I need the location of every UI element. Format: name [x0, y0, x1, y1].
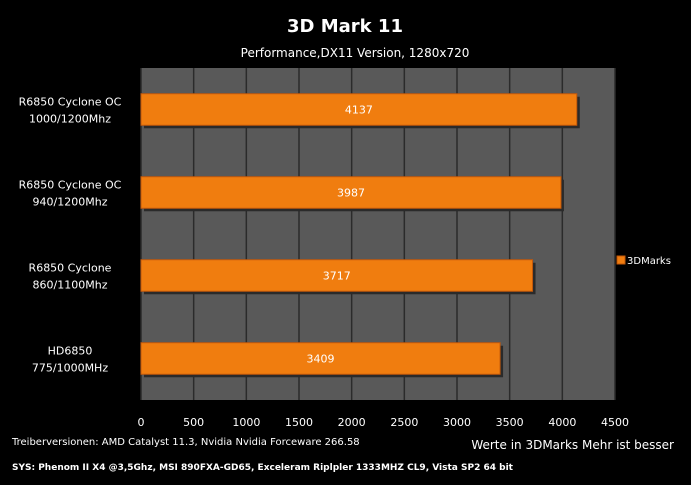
legend-label: 3DMarks: [627, 256, 671, 267]
x-axis-ticks: 0 500 1000 1500 2000 2500 3000 3500 4000 4500: [138, 416, 630, 429]
category-label: R6850 Cyclone OC: [19, 179, 122, 192]
category-label: 775/1000MHz: [32, 362, 108, 375]
bar: [140, 342, 501, 375]
driver-note: Treiberversionen: AMD Catalyst 11.3, Nvi…: [11, 437, 360, 448]
legend: 3DMarks: [616, 255, 671, 267]
x-tick-label: 2500: [390, 416, 418, 429]
category-label: HD6850: [48, 345, 93, 358]
legend-swatch: [616, 255, 626, 265]
bar: [140, 259, 534, 292]
x-tick-label: 4000: [548, 416, 576, 429]
bar: [140, 93, 578, 126]
category-label: R6850 Cyclone: [29, 262, 112, 275]
bar-value-label: 3717: [323, 270, 351, 283]
x-axis-label: Werte in 3DMarks Mehr ist besser: [471, 438, 674, 452]
chart-title: 3D Mark 11: [287, 16, 403, 37]
x-tick-label: 4500: [601, 416, 629, 429]
category-labels: R6850 Cyclone OC 1000/1200Mhz R6850 Cyclon…: [19, 96, 122, 375]
category-label: 940/1200Mhz: [33, 196, 108, 209]
bar-value-label: 3409: [307, 353, 335, 366]
category-label: 1000/1200Mhz: [29, 113, 111, 126]
x-tick-label: 3500: [496, 416, 524, 429]
category-label: 860/1100Mhz: [33, 279, 108, 292]
x-tick-label: 1500: [285, 416, 313, 429]
bar-value-label: 4137: [345, 104, 373, 117]
bar: [140, 176, 562, 209]
bar-value-label: 3987: [337, 187, 365, 200]
chart-subtitle: Performance,DX11 Version, 1280x720: [241, 46, 470, 60]
category-label: R6850 Cyclone OC: [19, 96, 122, 109]
x-tick-label: 2000: [338, 416, 366, 429]
bars: 4137 3987 3717 3409: [140, 93, 580, 378]
x-tick-label: 1000: [232, 416, 260, 429]
system-note: SYS: Phenom II X4 @3,5Ghz, MSI 890FXA-GD…: [12, 463, 514, 473]
x-tick-label: 500: [183, 416, 204, 429]
x-tick-label: 0: [138, 416, 145, 429]
x-tick-label: 3000: [443, 416, 471, 429]
